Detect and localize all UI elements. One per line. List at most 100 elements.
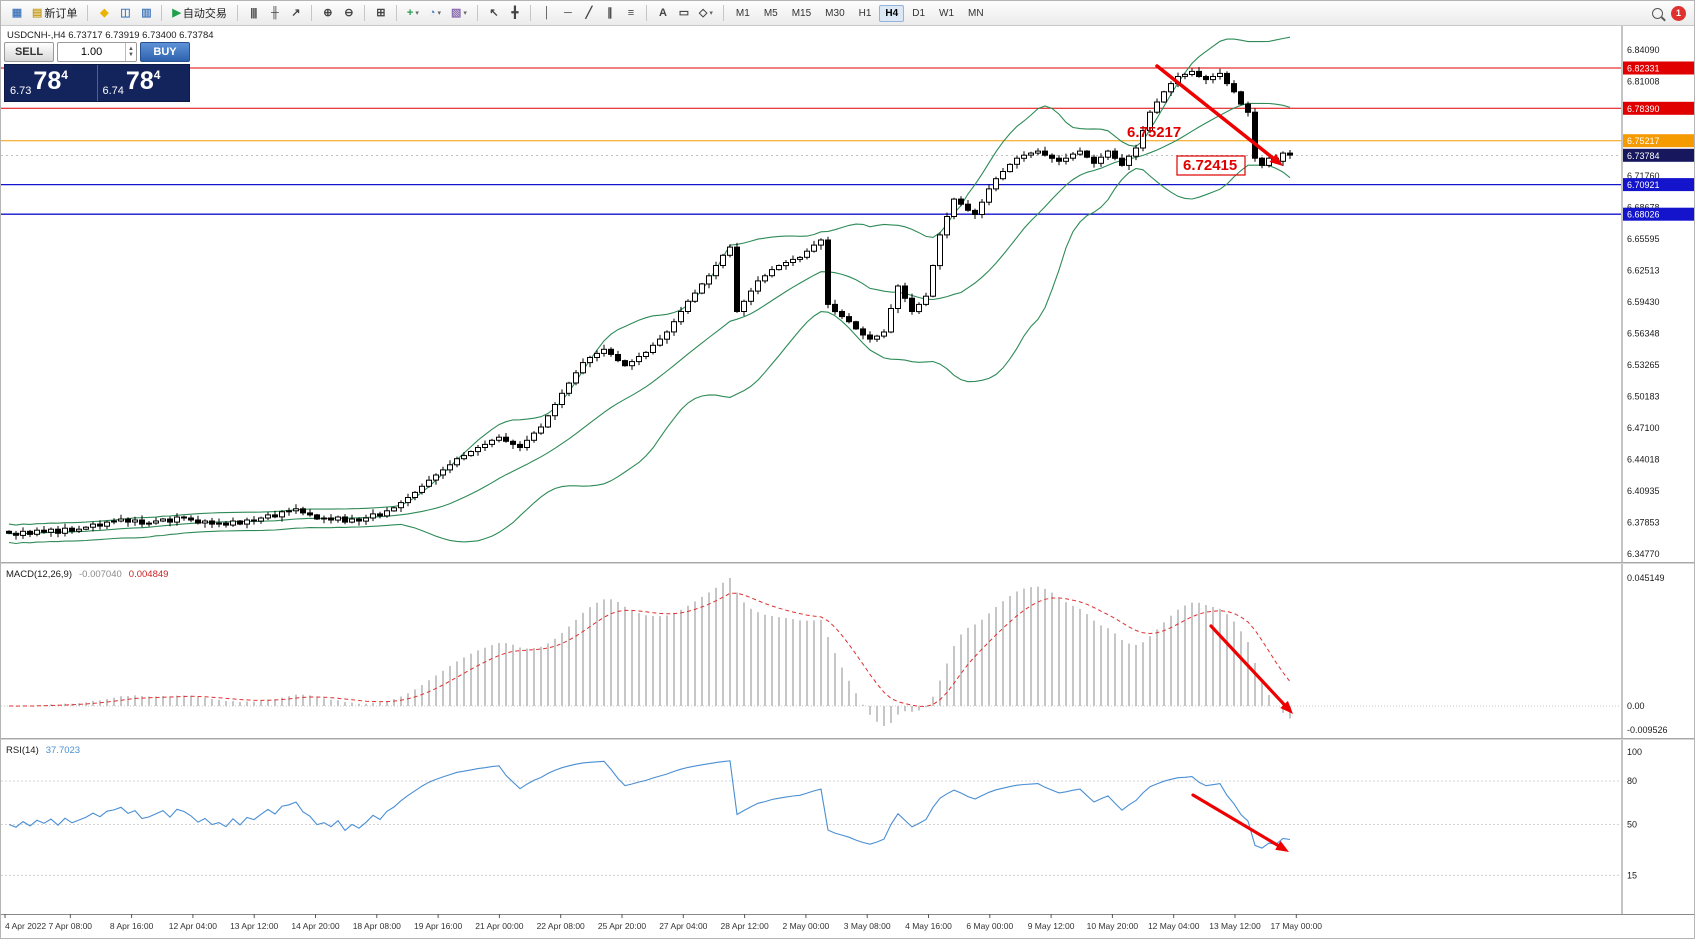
timeframe-button-h1[interactable]: H1 (853, 5, 878, 22)
indicators-button[interactable]: + ▾ (403, 4, 423, 23)
timeframe-button-m30[interactable]: M30 (819, 5, 850, 22)
rsi-value: 37.7023 (45, 745, 81, 756)
buy-price[interactable]: 6.74 78 4 (98, 65, 190, 101)
level-price-annotation[interactable]: 6.75217 (1127, 124, 1181, 141)
rsi-line (8, 760, 1291, 849)
price-tag (1623, 101, 1694, 115)
line-chart-button[interactable]: ↗ (286, 4, 305, 23)
text-button[interactable]: A (653, 4, 672, 23)
buy-price-prefix: 6.74 (102, 85, 124, 97)
volume-stepper[interactable]: ▲ ▼ (125, 43, 136, 61)
rsi-panel[interactable]: 100 80 50 15 (1, 740, 1695, 914)
trend-arrow[interactable] (1155, 64, 1283, 166)
templates-button[interactable]: ▧ ▾ (447, 4, 471, 23)
toolbar-separator (363, 5, 365, 21)
timeframe-button-m1[interactable]: M1 (730, 5, 756, 22)
stepper-up-icon[interactable]: ▲ (128, 46, 134, 52)
shapes-button[interactable]: ◇ ▾ (695, 4, 717, 23)
candles (6, 67, 1293, 540)
time-axis-label: 2 May 00:00 (783, 921, 830, 931)
fibonacci-button[interactable]: ≡ (621, 4, 640, 23)
toolbar-separator (310, 5, 312, 21)
time-axis-label: 6 May 00:00 (966, 921, 1013, 931)
price-tag-label: 6.73784 (1627, 151, 1660, 161)
trend-arrow[interactable] (1209, 624, 1293, 714)
data-window-button[interactable]: ▥ (136, 4, 155, 23)
timeframe-button-d1[interactable]: D1 (906, 5, 931, 22)
candlestick-chart-icon: ╫ (270, 6, 279, 19)
panel-splitter[interactable] (1, 738, 1694, 740)
trend-arrow[interactable] (1191, 793, 1289, 852)
auto-trading-button[interactable]: ▶ 自动交易 (168, 4, 230, 23)
time-axis-label: 10 May 20:00 (1087, 921, 1139, 931)
price-axis-label: 6.84090 (1627, 45, 1660, 55)
dropdown-caret-icon: ▾ (415, 10, 419, 17)
text-label-button[interactable]: ▭ (674, 4, 693, 23)
time-axis[interactable]: 4 Apr 2022 7 Apr 08:00 8 Apr 16:00 12 Apr 0… (1, 914, 1695, 939)
search-icon[interactable] (1652, 7, 1663, 19)
shapes-icon: ◇ (698, 6, 708, 19)
timeframe-button-w1[interactable]: W1 (933, 5, 960, 22)
profiles-button[interactable]: ◫ (115, 4, 134, 23)
bar-chart-button[interactable]: ||| (244, 4, 263, 23)
sell-price-pip: 4 (61, 68, 68, 82)
timeframe-button-mn[interactable]: MN (962, 5, 990, 22)
timeframe-button-m5[interactable]: M5 (758, 5, 784, 22)
toolbar: ▦ ▤ 新订单 ◆ ◫ ▥ ▶ 自动交易 ||| ╫ ↗ ⊕ ⊖ ⊞ + ▾ ◔ ▾ ▧ ▾ ↖ ╋ │ ─ ╱ ∥ ≡ A ▭ ◇ ▾ M1… (1, 1, 1694, 26)
horizontal-lines[interactable] (1, 67, 1621, 215)
time-axis-label: 8 Apr 16:00 (110, 921, 154, 931)
zoom-in-button[interactable]: ⊕ (318, 4, 337, 23)
timeframe-button-m15[interactable]: M15 (786, 5, 817, 22)
vertical-line-icon: │ (543, 6, 550, 19)
price-axis-label: 6.71760 (1627, 171, 1660, 181)
target-price-box[interactable] (1176, 155, 1246, 176)
sell-button[interactable]: SELL (4, 42, 54, 62)
sell-price[interactable]: 6.73 78 4 (5, 65, 98, 101)
indicator-wizard-icon: ◆ (100, 6, 109, 19)
notification-badge[interactable]: 1 (1671, 5, 1686, 21)
fibonacci-icon: ≡ (627, 6, 635, 19)
price-axis[interactable]: 6.84090 6.81008 6.71760 6.68678 6.65595 6.625… (1621, 26, 1694, 562)
trade-panel-prices: 6.73 78 4 6.74 78 4 (4, 64, 190, 102)
tile-windows-icon: ⊞ (376, 6, 385, 19)
rsi-axis-label: 50 (1627, 820, 1637, 830)
price-axis-label: 6.81008 (1627, 77, 1660, 87)
vertical-line-button[interactable]: │ (537, 4, 556, 23)
crosshair-button[interactable]: ╋ (505, 4, 524, 23)
chart-window: 6.84090 6.81008 6.71760 6.68678 6.65595 6.625… (1, 26, 1695, 939)
macd-panel[interactable]: 0.045149 0.00 -0.009526 (1, 564, 1695, 738)
horizontal-line-button[interactable]: ─ (558, 4, 577, 23)
toolbar-separator (476, 5, 478, 21)
periods-button[interactable]: ◔ ▾ (425, 4, 445, 23)
toolbar-separator (722, 5, 724, 21)
stepper-down-icon[interactable]: ▼ (128, 52, 134, 58)
panel-splitter[interactable] (1, 562, 1694, 564)
price-tag (1623, 148, 1694, 162)
time-axis-label: 13 May 12:00 (1209, 921, 1261, 931)
tile-windows-button[interactable]: ⊞ (371, 4, 390, 23)
volume-value[interactable]: 1.00 (80, 46, 103, 58)
indicator-wizard-button[interactable]: ◆ (94, 4, 113, 23)
zoom-out-button[interactable]: ⊖ (339, 4, 358, 23)
equidistant-channel-button[interactable]: ∥ (600, 4, 619, 23)
macd-axis-label: 0.00 (1627, 701, 1645, 711)
price-tag-label: 6.70921 (1627, 180, 1660, 190)
time-axis-label: 12 Apr 04:00 (169, 921, 217, 931)
macd-value-signal: 0.004849 (128, 569, 169, 580)
new-order-button[interactable]: ▤ 新订单 (28, 4, 81, 23)
equidistant-channel-icon: ∥ (607, 6, 612, 19)
new-chart-button[interactable]: ▦ (7, 4, 26, 23)
indicators-icon: + (406, 6, 414, 19)
timeframe-button-h4[interactable]: H4 (879, 4, 905, 22)
main-chart[interactable]: 6.84090 6.81008 6.71760 6.68678 6.65595 6.625… (1, 26, 1695, 562)
trendline-button[interactable]: ╱ (579, 4, 598, 23)
rsi-axis-label: 100 (1627, 747, 1642, 757)
sell-price-prefix: 6.73 (10, 85, 32, 97)
bar-chart-icon: ||| (250, 6, 257, 19)
candlestick-chart-button[interactable]: ╫ (265, 4, 284, 23)
buy-button[interactable]: BUY (140, 42, 190, 62)
target-price-annotation[interactable]: 6.72415 (1183, 157, 1237, 174)
cursor-button[interactable]: ↖ (484, 4, 503, 23)
volume-input[interactable]: 1.00 ▲ ▼ (57, 42, 137, 62)
